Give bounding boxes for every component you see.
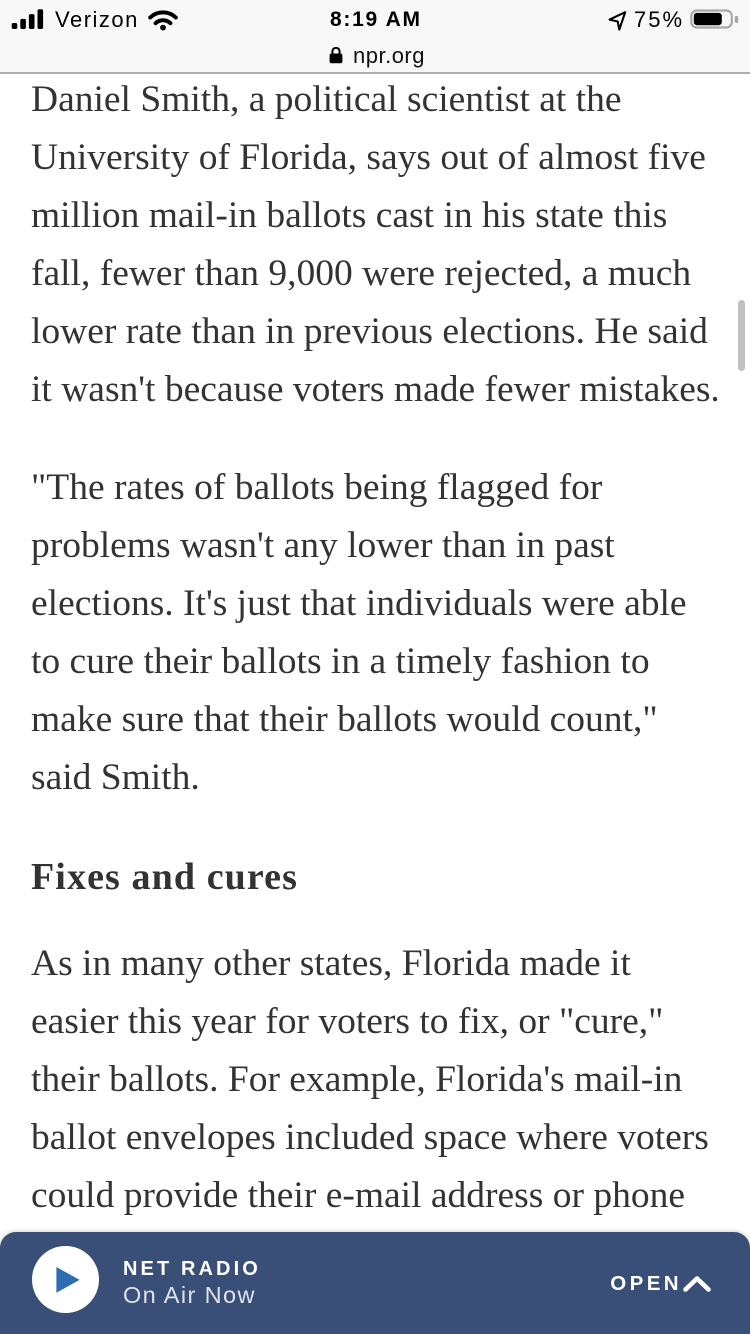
- open-button[interactable]: OPEN: [597, 1260, 722, 1308]
- text-line: problems wasn't any lower than in past: [31, 525, 615, 566]
- address-bar[interactable]: npr.org: [0, 40, 750, 71]
- article-paragraph: "The rates of ballots being flagged for p…: [31, 459, 717, 807]
- carrier-label: Verizon: [55, 7, 139, 32]
- text-line: it wasn't because voters made fewer mist…: [31, 369, 720, 410]
- text-line: ballot envelopes included space where vo…: [31, 1117, 709, 1158]
- station-name: NET RADIO: [123, 1258, 261, 1280]
- now-playing-label: On Air Now: [123, 1282, 256, 1308]
- article-paragraph: As in many other states, Florida made it…: [31, 935, 717, 1225]
- open-label: OPEN: [610, 1271, 682, 1295]
- cellular-signal-icon: [11, 9, 44, 30]
- status-bar: Verizon 8:19 AM 75%: [0, 0, 750, 40]
- text-line: million mail-in ballots cast in his stat…: [31, 195, 668, 236]
- text-line: said Smith.: [31, 757, 200, 798]
- text-line: their ballots. For example, Florida's ma…: [31, 1059, 683, 1100]
- status-area: Verizon 8:19 AM 75%: [0, 0, 750, 74]
- section-heading: Fixes and cures: [31, 848, 717, 906]
- text-line: As in many other states, Florida made it: [31, 943, 631, 984]
- url-label: npr.org: [353, 43, 425, 68]
- radio-player-bar: NET RADIO On Air Now OPEN: [0, 1232, 750, 1334]
- text-line: fall, fewer than 9,000 were rejected, a …: [31, 253, 692, 294]
- text-line: University of Florida, says out of almos…: [31, 137, 706, 178]
- text-line: could provide their e-mail address or ph…: [31, 1175, 685, 1216]
- text-line: to cure their ballots in a timely fashio…: [31, 641, 650, 682]
- article-paragraph: Daniel Smith, a political scientist at t…: [31, 71, 720, 419]
- text-line: lower rate than in previous elections. H…: [31, 311, 708, 352]
- article-content: Daniel Smith, a political scientist at t…: [0, 71, 750, 1265]
- wifi-icon: [148, 10, 178, 31]
- text-line: elections. It's just that individuals we…: [31, 583, 687, 624]
- status-left-cluster: Verizon: [11, 0, 178, 40]
- text-line: Fixes and cures: [31, 856, 299, 898]
- text-line: make sure that their ballots would count…: [31, 699, 658, 740]
- text-line: "The rates of ballots being flagged for: [31, 467, 603, 508]
- lock-icon: [329, 46, 343, 63]
- text-line: easier this year for voters to fix, or "…: [31, 1001, 664, 1042]
- chevron-up-icon: [683, 1276, 711, 1293]
- scrollbar-thumb[interactable]: [738, 300, 745, 371]
- clock-label: 8:19 AM: [330, 8, 422, 31]
- play-icon: [56, 1267, 80, 1293]
- play-button[interactable]: [32, 1246, 99, 1313]
- text-line: Daniel Smith, a political scientist at t…: [31, 79, 622, 120]
